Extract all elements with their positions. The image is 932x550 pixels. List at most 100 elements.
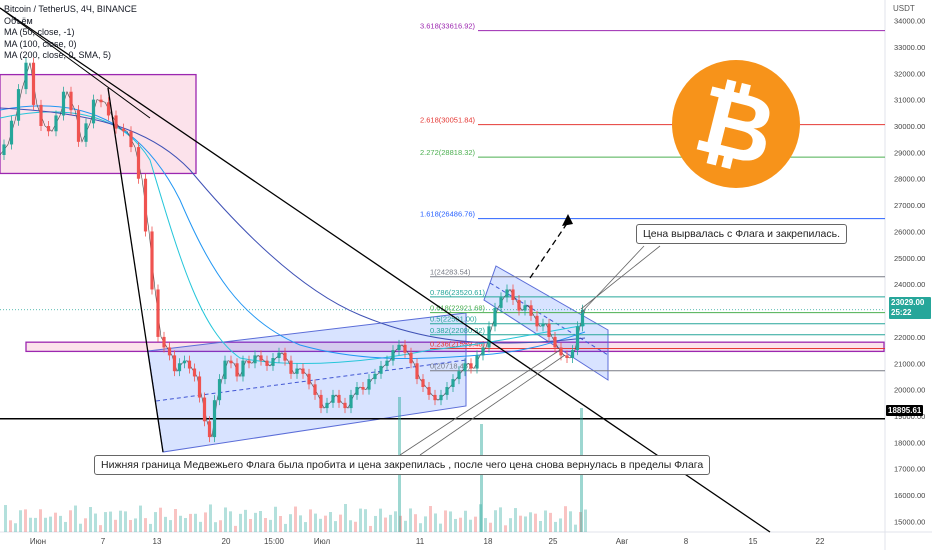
- candle-body: [172, 355, 177, 372]
- volume-bar: [169, 520, 172, 532]
- x-tick-label: 15:00: [264, 537, 285, 546]
- fib-level-label: 0.382(22080.32): [430, 326, 486, 335]
- y-tick-label: 21000.00: [894, 359, 925, 368]
- candle-body: [61, 91, 66, 116]
- x-tick-label: 15: [749, 537, 758, 546]
- volume-bar: [244, 509, 247, 532]
- x-tick-label: 20: [222, 537, 231, 546]
- flagpole-top-line: [0, 7, 151, 119]
- candle-body: [379, 365, 383, 374]
- y-axis-unit: USDT: [893, 4, 915, 13]
- volume-bar: [424, 516, 427, 532]
- volume-bar: [274, 506, 277, 532]
- volume-bar: [119, 510, 122, 532]
- candle-body: [385, 360, 389, 366]
- volume-bar: [44, 517, 47, 532]
- y-tick-label: 31000.00: [894, 96, 925, 105]
- candle-body: [235, 363, 239, 377]
- candle-body: [247, 360, 251, 364]
- projection-arrow: [529, 221, 569, 279]
- candle-body: [46, 126, 51, 132]
- y-tick-label: 17000.00: [894, 465, 925, 474]
- flagpole-line: [107, 87, 164, 453]
- volume-bar: [329, 512, 332, 532]
- fib-level-label: 0.236(21559.48): [430, 340, 486, 349]
- candle-body: [580, 309, 585, 327]
- volume-bar: [344, 504, 347, 532]
- breakout-annotation[interactable]: Цена вырвалась с Флага и закрепилась.: [636, 224, 848, 244]
- volume-bar: [234, 525, 237, 532]
- legend-ma-50[interactable]: MA (50, close, -1): [4, 27, 75, 37]
- candle-body: [265, 360, 269, 366]
- y-tick-label: 27000.00: [894, 201, 925, 210]
- candle-body: [565, 355, 569, 358]
- candle-body: [217, 379, 222, 401]
- fib-level-label: 1(24283.54): [430, 268, 471, 277]
- candle-body: [307, 373, 311, 385]
- volume-bar: [499, 507, 502, 532]
- candle-body: [114, 115, 118, 129]
- legend-ma-100[interactable]: MA (100, close, 0): [4, 38, 77, 49]
- candle-body: [337, 394, 341, 403]
- candle-body: [39, 104, 43, 126]
- candle-body: [427, 387, 431, 395]
- candle-body: [241, 360, 245, 377]
- volume-bar: [294, 506, 297, 532]
- volume-bar: [284, 523, 287, 532]
- volume-bar: [414, 514, 417, 532]
- x-tick-label: Авг: [616, 537, 629, 546]
- volume-bar: [309, 509, 312, 532]
- legend-volume[interactable]: Объём: [4, 15, 33, 26]
- resistance-zone: [0, 73, 197, 175]
- lower-bound-pointer: [419, 354, 566, 456]
- candle-body: [511, 289, 515, 300]
- volume-bar: [404, 520, 407, 532]
- volume-bar: [224, 507, 227, 532]
- candle-body: [547, 323, 551, 337]
- candle-body: [397, 344, 401, 351]
- legend-ma-200[interactable]: MA (200, close, 0, SMA, 5): [4, 50, 112, 60]
- volume-bar: [19, 510, 22, 532]
- volume-bar: [434, 513, 437, 532]
- candle-body: [192, 368, 197, 377]
- fib-level-label: 0.618(22921.68): [430, 304, 486, 313]
- volume-bar: [209, 504, 212, 532]
- candle-body: [391, 350, 395, 361]
- candle-body: [76, 110, 81, 142]
- volume-bar: [459, 517, 462, 532]
- candle-body: [493, 307, 497, 327]
- volume-bar: [129, 519, 132, 532]
- volume-bar: [54, 512, 57, 532]
- lower-bound-annotation[interactable]: Нижняя граница Медвежьего Флага была про…: [94, 455, 711, 475]
- lower-bound-pointer: [399, 349, 561, 456]
- volume-bar: [59, 515, 62, 532]
- volume-bar: [179, 515, 182, 532]
- current-price-tag: 23029.00 25:22: [889, 297, 931, 319]
- candle-body: [121, 128, 126, 132]
- x-tick-label: 8: [684, 537, 689, 546]
- volume-bar: [314, 513, 317, 532]
- candle-body: [229, 360, 233, 364]
- y-tick-label: 34000.00: [894, 17, 925, 26]
- candle-body: [433, 394, 437, 401]
- candle-body: [202, 397, 207, 422]
- breakout-pointer: [580, 245, 645, 314]
- volume-bar: [134, 518, 137, 532]
- volume-bar: [249, 518, 252, 532]
- x-tick-label: Июн: [30, 537, 46, 546]
- small-flag-channel: [483, 265, 609, 381]
- candle-body: [136, 147, 141, 179]
- y-tick-label: 33000.00: [894, 43, 925, 52]
- candle-body: [99, 99, 103, 103]
- volume-bar: [149, 523, 152, 532]
- volume-bar: [4, 505, 7, 532]
- legend-symbol[interactable]: Bitcoin / TetherUS, 4Ч, BINANCE: [4, 4, 137, 14]
- volume-bar: [539, 520, 542, 532]
- candle-body: [223, 360, 227, 380]
- y-tick-label: 28000.00: [894, 175, 925, 184]
- volume-bar: [554, 521, 557, 532]
- volume-bar: [384, 517, 387, 532]
- volume-bar: [289, 514, 292, 532]
- candle-body: [487, 326, 491, 348]
